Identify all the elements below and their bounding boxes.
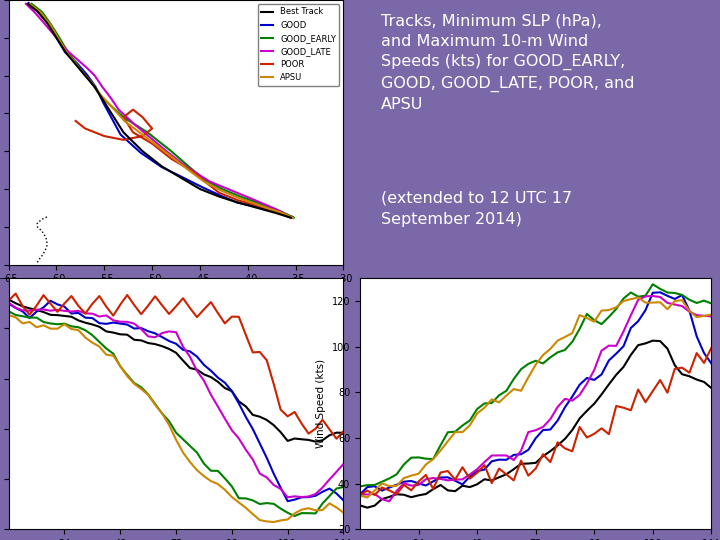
Text: (extended to 12 UTC 17
September 2014): (extended to 12 UTC 17 September 2014) <box>381 191 572 226</box>
Legend: Best Track, GOOD, GOOD_EARLY, GOOD_LATE, POOR, APSU: Best Track, GOOD, GOOD_EARLY, GOOD_LATE,… <box>258 4 339 86</box>
Y-axis label: Wind Speed (kts): Wind Speed (kts) <box>316 359 326 448</box>
X-axis label: Longitude (degrees): Longitude (degrees) <box>123 290 229 300</box>
Text: Tracks, Minimum SLP (hPa),
and Maximum 10-m Wind
Speeds (kts) for GOOD_EARLY,
GO: Tracks, Minimum SLP (hPa), and Maximum 1… <box>381 13 634 112</box>
